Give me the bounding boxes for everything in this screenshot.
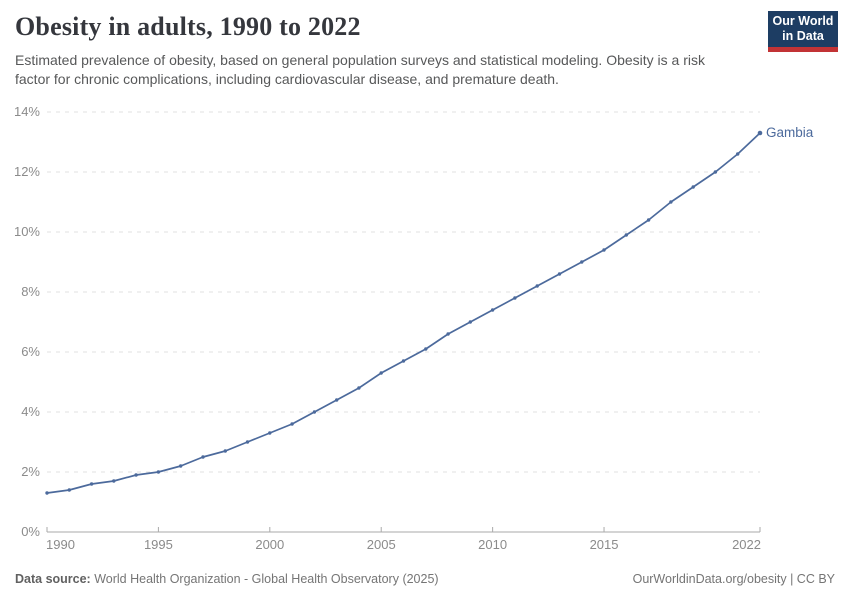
chart-subtitle: Estimated prevalence of obesity, based o…	[15, 52, 705, 87]
data-point[interactable]	[45, 491, 49, 495]
data-point[interactable]	[401, 359, 406, 363]
data-point[interactable]	[557, 272, 562, 276]
y-tick-label: 14%	[14, 104, 40, 119]
series-label-gambia[interactable]: Gambia	[766, 125, 814, 140]
owid-logo-line1: Our World	[772, 14, 834, 28]
data-point[interactable]	[602, 248, 606, 252]
page-title: Obesity in adults, 1990 to 2022	[15, 12, 361, 41]
data-point[interactable]	[179, 464, 183, 468]
data-point[interactable]	[201, 455, 205, 459]
data-point[interactable]	[335, 398, 339, 402]
data-point[interactable]	[156, 470, 161, 474]
data-point[interactable]	[67, 488, 72, 492]
x-tick-label: 2010	[478, 537, 507, 552]
y-tick-label: 8%	[21, 284, 40, 299]
data-point[interactable]	[691, 185, 695, 189]
y-tick-label: 0%	[21, 524, 40, 539]
data-point[interactable]	[580, 260, 584, 264]
y-tick-label: 12%	[14, 164, 40, 179]
credit-link[interactable]: OurWorldinData.org/obesity | CC BY	[632, 572, 835, 586]
y-tick-label: 2%	[21, 464, 40, 479]
data-point[interactable]	[513, 296, 517, 300]
x-tick-label: 1990	[46, 537, 75, 552]
x-tick-label: 2022	[732, 537, 761, 552]
y-tick-label: 4%	[21, 404, 40, 419]
data-point[interactable]	[379, 371, 383, 375]
data-source: Data source: World Health Organization -…	[15, 572, 439, 586]
owid-logo[interactable]: Our World in Data	[768, 11, 838, 52]
data-point[interactable]	[468, 320, 472, 324]
data-point[interactable]	[112, 479, 116, 483]
data-point[interactable]	[757, 130, 763, 136]
y-tick-label: 6%	[21, 344, 40, 359]
data-point[interactable]	[736, 152, 740, 156]
data-point[interactable]	[268, 431, 272, 435]
data-point[interactable]	[624, 233, 628, 237]
data-point[interactable]	[290, 422, 294, 426]
x-tick-label: 2005	[367, 537, 396, 552]
data-point[interactable]	[535, 284, 539, 288]
data-point[interactable]	[223, 449, 227, 453]
data-point[interactable]	[134, 473, 138, 477]
data-point[interactable]	[245, 440, 250, 444]
x-tick-label: 2000	[255, 537, 284, 552]
data-point[interactable]	[713, 170, 718, 174]
x-tick-label: 1995	[144, 537, 173, 552]
data-point[interactable]	[669, 200, 673, 204]
y-tick-label: 10%	[14, 224, 40, 239]
data-point[interactable]	[446, 332, 450, 336]
x-tick-label: 2015	[590, 537, 619, 552]
data-source-label: Data source:	[15, 572, 91, 586]
data-point[interactable]	[89, 482, 94, 486]
data-point[interactable]	[357, 386, 361, 390]
data-point[interactable]	[424, 347, 428, 351]
series-line	[46, 132, 761, 494]
data-source-text: World Health Organization - Global Healt…	[90, 572, 439, 586]
data-point[interactable]	[312, 410, 317, 414]
owid-logo-line2: in Data	[782, 29, 824, 43]
data-point[interactable]	[646, 218, 651, 222]
data-point[interactable]	[490, 308, 495, 312]
